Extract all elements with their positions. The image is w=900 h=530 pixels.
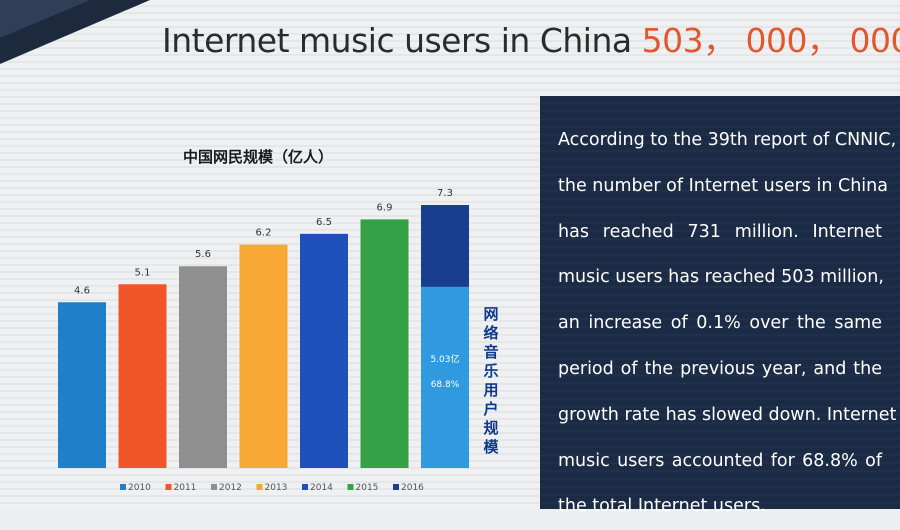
side-label-char: 网 — [483, 305, 498, 323]
description-line: period of the previous year, and the — [558, 358, 882, 379]
bar-2012 — [179, 266, 227, 468]
description-line: the total Internet users. — [558, 496, 766, 517]
side-label-char: 用 — [483, 381, 498, 399]
legend-label: 2011 — [174, 483, 197, 493]
legend-swatch — [120, 484, 126, 490]
side-label-char: 络 — [483, 324, 498, 342]
description-line: According to the 39th report of CNNIC, — [558, 130, 897, 150]
overlay-label: 5.03亿 — [430, 353, 459, 365]
bar-value-label: 6.9 — [377, 202, 393, 213]
overlay-label: 68.8% — [431, 380, 460, 390]
bar-chart: 中国网民规模（亿人） 4.6 5.1 5.6 6.2 6.5 6.9 7.3 5.03亿 68.… — [58, 148, 499, 493]
slide: Internet music users in China 503， 000， … — [0, 0, 900, 516]
bar-2015 — [360, 219, 409, 468]
corner-decoration-inner — [0, 0, 90, 38]
side-label-char: 模 — [483, 438, 499, 456]
bar-value-label: 6.2 — [256, 228, 272, 239]
description-line: has reached 731 million. Internet — [558, 221, 882, 242]
title-number: 503， 000， 000 — [641, 21, 900, 60]
legend-label: 2014 — [310, 483, 333, 493]
description-line: the number of Internet users in China — [558, 175, 888, 196]
bar-value-label: 6.5 — [316, 217, 332, 228]
bar-2014 — [300, 233, 348, 468]
legend-label: 2010 — [128, 483, 151, 493]
legend-swatch — [256, 484, 263, 490]
side-label-char: 乐 — [483, 362, 498, 380]
bar-value-label: 5.1 — [135, 267, 151, 278]
legend-label: 2012 — [219, 483, 242, 493]
bar-value-label: 7.3 — [437, 188, 453, 199]
description-line: an increase of 0.1% over the same — [558, 313, 882, 334]
description-text: According to the 39th report of CNNIC, th… — [558, 118, 897, 530]
legend-label: 2016 — [401, 483, 424, 493]
title-text: Internet music users in China — [162, 21, 632, 60]
bar-value-label: 4.6 — [74, 285, 90, 296]
bar-2013 — [239, 244, 288, 468]
description-line: music users accounted for 68.8% of — [558, 450, 882, 471]
description-line: growth rate has slowed down. Internet — [558, 404, 897, 425]
side-label-char: 音 — [483, 343, 498, 361]
legend-swatch — [393, 484, 399, 490]
bar-2011 — [118, 284, 167, 468]
legend-label: 2013 — [265, 483, 288, 493]
legend-swatch — [302, 484, 308, 490]
slide-title: Internet music users in China 503， 000， … — [162, 14, 900, 62]
side-label-char: 规 — [483, 419, 498, 437]
description-panel: According to the 39th report of CNNIC, th… — [540, 96, 900, 516]
chart-title: 中国网民规模（亿人） — [183, 148, 333, 166]
legend-label: 2015 — [356, 483, 379, 493]
bar-overlay-music-users — [421, 286, 469, 468]
legend-swatch — [165, 484, 172, 490]
legend-swatch — [211, 484, 217, 490]
description-line: music users has reached 503 million, — [558, 267, 884, 288]
legend-swatch — [347, 484, 354, 490]
chart-legend: 2010 2011 2012 2013 2014 2015 2016 — [120, 483, 424, 493]
bar-2010 — [58, 302, 106, 468]
side-label-char: 户 — [483, 400, 498, 418]
bar-value-label: 5.6 — [195, 249, 211, 260]
